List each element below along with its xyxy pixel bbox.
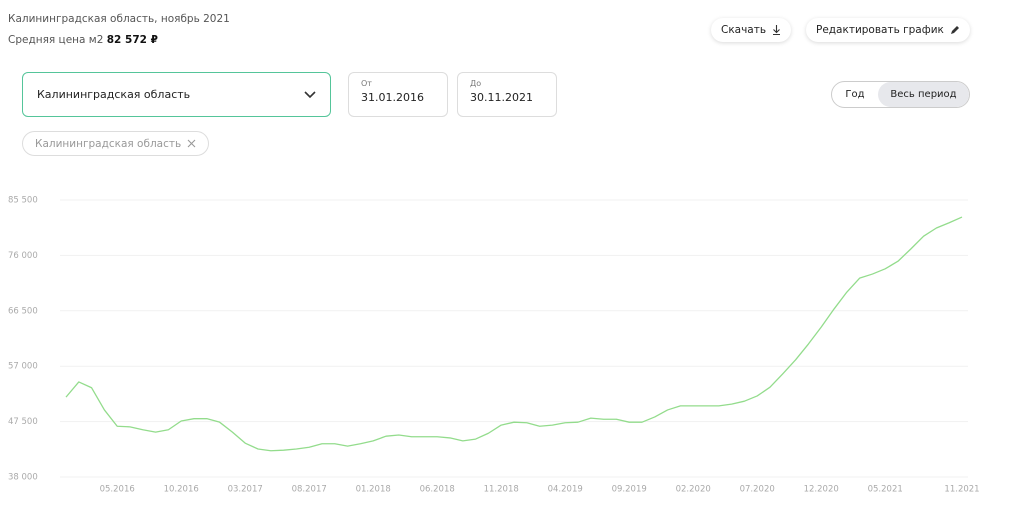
edit-button[interactable]: Редактировать график [806,18,970,42]
period-toggle: Год Весь период [831,81,970,108]
price-label: Средняя цена м2 [8,34,104,46]
date-from[interactable]: От 31.01.2016 [348,72,448,117]
y-tick-label: 47 500 [8,417,38,427]
x-tick-label: 10.2016 [164,485,199,495]
region-value: Калининградская область [37,88,191,101]
region-select[interactable]: Калининградская область [22,72,331,117]
from-value: 31.01.2016 [361,91,424,104]
download-label: Скачать [721,24,767,36]
y-tick-label: 38 000 [8,473,38,483]
x-tick-label: 12.2020 [804,485,839,495]
x-tick-label: 04.2019 [548,485,583,495]
price-line: Средняя цена м2 82 572 ₽ [8,34,158,46]
x-tick-label: 11.2018 [484,485,519,495]
y-tick-label: 66 500 [8,306,38,316]
x-tick-label: 01.2018 [356,485,391,495]
x-tick-label: 03.2017 [228,485,263,495]
x-tick-label: 08.2017 [292,485,327,495]
from-label: От [361,79,372,88]
y-tick-label: 57 000 [8,362,38,372]
y-tick-label: 76 000 [8,251,38,261]
x-tick-label: 05.2021 [868,485,903,495]
x-tick-label: 07.2020 [740,485,775,495]
to-value: 30.11.2021 [470,91,533,104]
download-icon [773,25,781,35]
to-label: До [470,79,482,88]
region-chip[interactable]: Калининградская область [22,131,210,156]
chip-label: Калининградская область [35,137,182,150]
date-to[interactable]: До 30.11.2021 [457,72,557,117]
title: Калининградская область, ноябрь 2021 [8,13,230,25]
download-button[interactable]: Скачать [711,18,792,42]
chip-close[interactable] [187,139,196,148]
chevron [304,90,316,98]
edit-label: Редактировать график [816,24,944,36]
period-year[interactable]: Год [845,89,865,100]
x-tick-label: 06.2018 [420,485,455,495]
edit-icon [950,26,959,34]
period-all[interactable]: Весь период [878,82,969,107]
chart: 38 000 47 500 57 000 66 500 76 000 85 500 05.2… [8,196,980,495]
x-tick-label: 05.2016 [100,485,135,495]
x-tick-label: 09.2019 [612,485,647,495]
data-line [65,216,963,452]
x-tick-label: 02.2020 [676,485,711,495]
price: 82 572 ₽ [106,34,158,46]
y-tick-label: 85 500 [8,196,38,206]
x-tick-label: 11.2021 [944,485,979,495]
